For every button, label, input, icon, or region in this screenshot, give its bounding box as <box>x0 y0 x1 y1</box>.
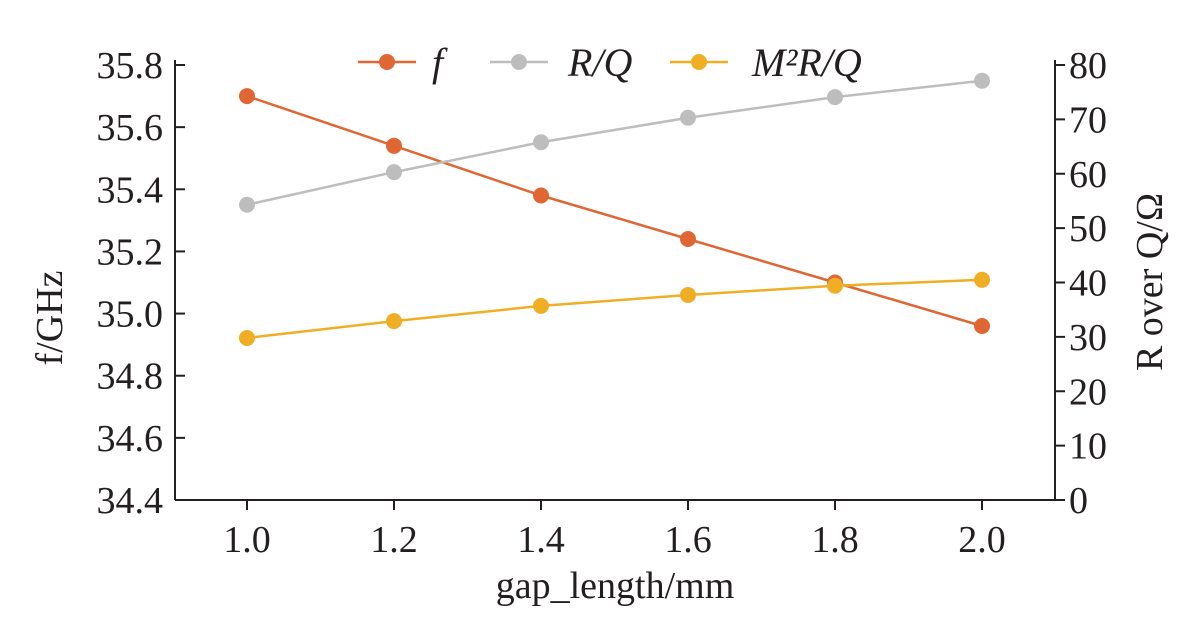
data-point <box>680 109 696 126</box>
y-right-tick-label: 30 <box>1069 317 1107 359</box>
y-axis-label-right: R over Q/Ω <box>1129 193 1171 371</box>
y-left-tick-label: 34.6 <box>97 418 164 460</box>
legend-label: M²R/Q <box>751 40 862 85</box>
legend-marker <box>379 54 395 70</box>
data-point <box>680 287 696 304</box>
y-right-tick-label: 70 <box>1069 99 1107 141</box>
data-point <box>386 137 402 154</box>
data-point <box>680 231 696 247</box>
data-point <box>827 277 843 294</box>
data-point <box>239 88 255 105</box>
axes <box>174 60 1065 510</box>
x-tick-label: 1.6 <box>664 519 712 561</box>
y-right-tick-label: 50 <box>1069 208 1107 250</box>
data-point <box>974 72 990 89</box>
x-tick-label: 1.0 <box>223 519 271 561</box>
series-group <box>239 72 990 346</box>
y-left-tick-label: 34.4 <box>97 480 164 522</box>
data-point <box>386 164 402 181</box>
y-left-tick-label: 35.4 <box>97 169 164 211</box>
data-point <box>827 89 843 106</box>
x-tick-label: 1.8 <box>811 519 859 561</box>
y-right-tick-label: 80 <box>1069 45 1107 87</box>
legend-marker <box>511 54 527 70</box>
data-point <box>533 187 549 204</box>
y-right-tick-label: 0 <box>1069 480 1088 522</box>
data-point <box>533 297 549 314</box>
data-point <box>533 134 549 151</box>
x-tick-label: 1.2 <box>370 519 418 561</box>
data-point <box>386 313 402 330</box>
x-axis-label: gap_length/mm <box>496 565 735 607</box>
tick-labels: 34.4 34.6 34.8 35.0 35.2 35.4 35.6 35.8 0 10 20 30 4… <box>97 45 1108 561</box>
y-axis-label-left: f/GHz <box>29 271 71 366</box>
y-right-tick-label: 60 <box>1069 154 1107 196</box>
y-left-tick-label: 35.2 <box>97 231 164 273</box>
legend-label: R/Q <box>567 40 633 85</box>
x-tick-label: 1.4 <box>517 519 565 561</box>
y-left-tick-label: 34.8 <box>97 356 164 398</box>
series-line-0 <box>246 94 983 328</box>
data-point <box>974 318 990 334</box>
legend-label: f <box>432 40 448 85</box>
y-left-tick-label: 35.0 <box>97 294 164 336</box>
y-right-tick-label: 10 <box>1069 426 1107 468</box>
series-line-1 <box>246 79 983 206</box>
data-point <box>239 329 255 346</box>
y-right-tick-label: 40 <box>1069 263 1107 305</box>
y-right-tick-label: 20 <box>1069 371 1107 413</box>
y-left-tick-label: 35.6 <box>97 107 164 149</box>
y-left-tick-label: 35.8 <box>97 45 164 87</box>
legend: f R/Q M²R/Q <box>358 40 862 85</box>
data-point <box>974 271 990 288</box>
series-line-2 <box>246 278 983 340</box>
data-point <box>239 196 255 213</box>
legend-marker <box>691 54 707 70</box>
x-tick-label: 2.0 <box>958 519 1006 561</box>
